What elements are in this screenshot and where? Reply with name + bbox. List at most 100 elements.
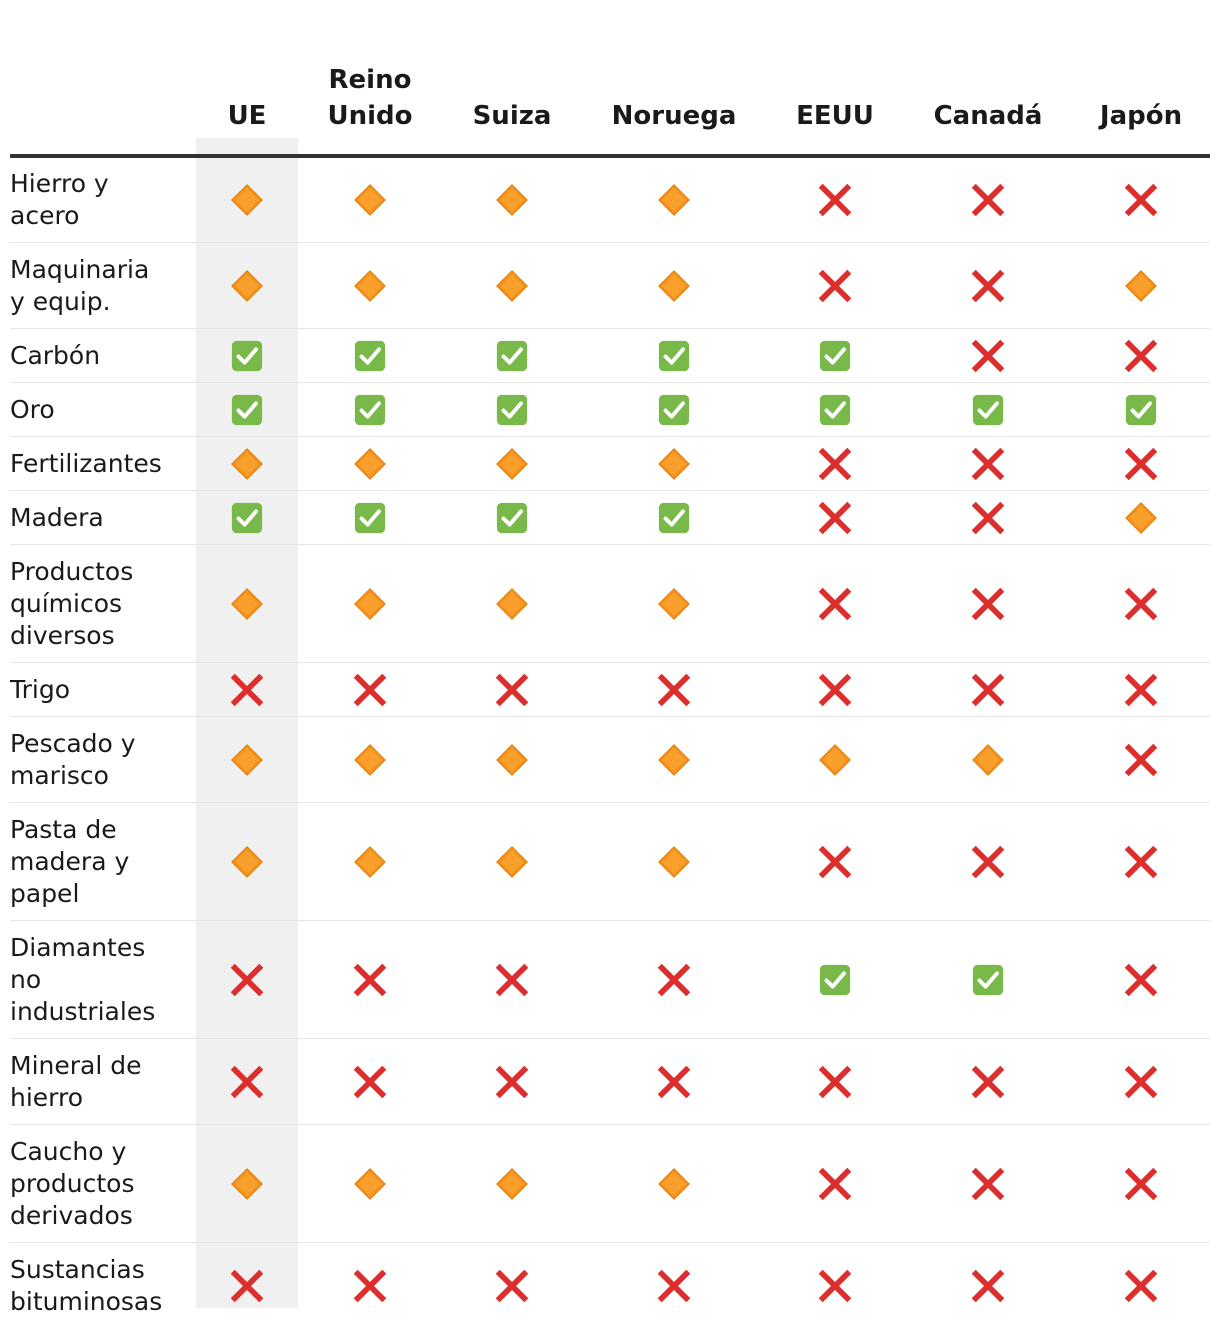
status-cell: [1072, 716, 1210, 803]
row-label-line: y equip.: [10, 286, 111, 316]
status-cell: [298, 802, 442, 921]
orange-diamond-icon: [230, 269, 264, 303]
row-label-line: Madera: [10, 502, 104, 532]
row-label-line: químicos: [10, 588, 123, 618]
status-cell: [582, 802, 766, 921]
green-check-icon: [230, 393, 264, 427]
orange-diamond-icon: [230, 587, 264, 621]
row-label-line: papel: [10, 878, 80, 908]
column-header: Canadá: [904, 0, 1072, 158]
status-cell: [582, 436, 766, 491]
status-cell: [582, 716, 766, 803]
row-label: Hierro y acero: [10, 156, 196, 243]
row-label-line: Pasta de: [10, 814, 117, 844]
row-label: Trigo: [10, 662, 196, 717]
red-cross-icon: [818, 587, 852, 621]
status-cell: [196, 1243, 298, 1329]
red-cross-icon: [818, 501, 852, 535]
orange-diamond-icon: [495, 1167, 529, 1201]
status-cell: [1072, 242, 1210, 329]
green-check-icon: [353, 393, 387, 427]
orange-diamond-icon: [230, 845, 264, 879]
status-cell: [298, 1124, 442, 1243]
sanctions-table: UE Reino Unido Suiza Noruega EEUU Canadá Japón …: [10, 0, 1210, 1329]
red-cross-icon: [971, 501, 1005, 535]
green-check-icon: [818, 393, 852, 427]
status-cell: [582, 242, 766, 329]
status-cell: [582, 490, 766, 545]
green-check-icon: [495, 339, 529, 373]
status-cell: [582, 382, 766, 437]
orange-diamond-icon: [657, 1167, 691, 1201]
status-cell: [1072, 328, 1210, 383]
row-label-line: Fertilizantes: [10, 448, 162, 478]
orange-diamond-icon: [495, 269, 529, 303]
orange-diamond-icon: [353, 587, 387, 621]
red-cross-icon: [818, 673, 852, 707]
red-cross-icon: [1124, 447, 1158, 481]
status-cell: [766, 1038, 904, 1125]
red-cross-icon: [657, 673, 691, 707]
red-cross-icon: [1124, 1167, 1158, 1201]
orange-diamond-icon: [353, 447, 387, 481]
green-check-icon: [657, 339, 691, 373]
status-cell: [904, 920, 1072, 1039]
status-cell: [904, 328, 1072, 383]
status-cell: [904, 436, 1072, 491]
red-cross-icon: [230, 1065, 264, 1099]
status-cell: [298, 490, 442, 545]
red-cross-icon: [1124, 845, 1158, 879]
status-cell: [442, 920, 582, 1039]
status-cell: [1072, 382, 1210, 437]
column-header: Reino Unido: [298, 0, 442, 158]
status-cell: [766, 328, 904, 383]
column-header: EEUU: [766, 0, 904, 158]
status-cell: [766, 1243, 904, 1329]
row-label-line: Productos: [10, 556, 134, 586]
row-label-line: derivados: [10, 1200, 133, 1230]
row-label: Pescado y marisco: [10, 716, 196, 803]
orange-diamond-icon: [657, 587, 691, 621]
status-cell: [298, 328, 442, 383]
status-cell: [582, 662, 766, 717]
green-check-icon: [971, 393, 1005, 427]
red-cross-icon: [971, 339, 1005, 373]
orange-diamond-icon: [657, 845, 691, 879]
status-cell: [1072, 1243, 1210, 1329]
status-cell: [904, 1124, 1072, 1243]
status-cell: [904, 1038, 1072, 1125]
row-label-line: Trigo: [10, 674, 70, 704]
status-cell: [582, 1243, 766, 1329]
status-cell: [442, 1038, 582, 1125]
status-cell: [196, 1038, 298, 1125]
status-cell: [196, 382, 298, 437]
status-cell: [298, 662, 442, 717]
row-label: Caucho y productos derivados: [10, 1124, 196, 1243]
red-cross-icon: [1124, 1065, 1158, 1099]
status-cell: [766, 920, 904, 1039]
status-cell: [442, 382, 582, 437]
orange-diamond-icon: [657, 269, 691, 303]
red-cross-icon: [1124, 673, 1158, 707]
red-cross-icon: [971, 269, 1005, 303]
status-cell: [298, 242, 442, 329]
orange-diamond-icon: [657, 183, 691, 217]
status-cell: [298, 156, 442, 243]
red-cross-icon: [353, 1065, 387, 1099]
row-label: Carbón: [10, 328, 196, 383]
row-label-line: no: [10, 964, 42, 994]
red-cross-icon: [971, 845, 1005, 879]
red-cross-icon: [818, 1269, 852, 1303]
green-check-icon: [818, 339, 852, 373]
status-cell: [442, 242, 582, 329]
red-cross-icon: [818, 269, 852, 303]
row-label-line: Sustancias: [10, 1254, 145, 1284]
orange-diamond-icon: [353, 743, 387, 777]
green-check-icon: [1124, 393, 1158, 427]
table-row: Pescado y marisco: [10, 716, 1210, 803]
orange-diamond-icon: [657, 743, 691, 777]
status-cell: [904, 544, 1072, 663]
orange-diamond-icon: [353, 845, 387, 879]
status-cell: [298, 436, 442, 491]
table-row: Hierro y acero: [10, 156, 1210, 243]
